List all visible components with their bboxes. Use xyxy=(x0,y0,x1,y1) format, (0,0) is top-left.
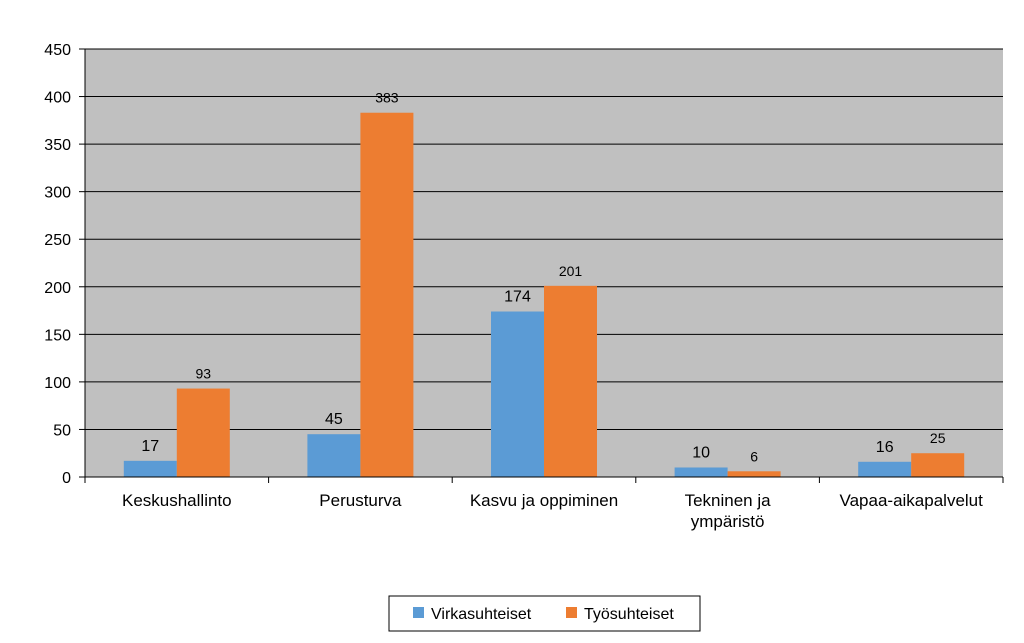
y-tick-labels: 0 50 100 150 200 250 300 350 400 450 xyxy=(44,42,71,487)
bar-tyosuhteiset xyxy=(360,112,414,478)
y-tick-label: 50 xyxy=(53,422,71,439)
bar-tyosuhteiset xyxy=(727,471,781,477)
bar-virkasuhteiset xyxy=(491,311,544,477)
y-tick-label: 450 xyxy=(44,42,71,59)
bar-virkasuhteiset xyxy=(858,461,912,477)
x-tick-label: Kasvu ja oppiminen xyxy=(470,491,618,510)
data-label: 93 xyxy=(196,366,212,382)
data-label: 6 xyxy=(750,448,758,464)
legend-label: Työsuhteiset xyxy=(584,606,674,623)
data-label: 45 xyxy=(325,411,343,428)
data-label: 201 xyxy=(559,263,583,279)
legend-box xyxy=(388,595,701,632)
legend-label: Virkasuhteiset xyxy=(431,606,532,623)
x-tick-label: Tekninen ja ympäristö xyxy=(685,491,772,531)
data-label: 17 xyxy=(141,438,159,455)
y-tick-label: 400 xyxy=(44,90,71,107)
data-label: 25 xyxy=(930,430,946,446)
data-label: 10 xyxy=(692,444,710,461)
y-tick-label: 100 xyxy=(44,375,71,392)
data-label: 383 xyxy=(375,90,399,106)
legend-swatch-virkasuhteiset xyxy=(413,607,424,618)
y-tick-label: 200 xyxy=(44,280,71,297)
data-labels: 17 93 45 383 174 201 10 6 16 25 xyxy=(141,90,945,465)
y-tick-label: 350 xyxy=(44,137,71,154)
data-label: 16 xyxy=(876,439,894,456)
bar-virkasuhteiset xyxy=(674,467,728,477)
x-axis xyxy=(84,476,1004,483)
legend-swatch-tyosuhteiset xyxy=(566,607,577,618)
legend: Virkasuhteiset Työsuhteiset xyxy=(388,595,701,632)
bar-virkasuhteiset xyxy=(307,434,361,477)
bar-tyosuhteiset xyxy=(544,285,597,477)
y-tick-label: 300 xyxy=(44,185,71,202)
y-tick-label: 0 xyxy=(62,470,71,487)
x-tick-label: Perusturva xyxy=(319,491,402,510)
bar-virkasuhteiset xyxy=(123,460,177,477)
bar-tyosuhteiset xyxy=(176,388,230,477)
x-tick-label: Vapaa-aikapalvelut xyxy=(840,491,984,510)
x-tick-label: Keskushallinto xyxy=(122,491,232,510)
bars xyxy=(123,112,965,478)
bar-tyosuhteiset xyxy=(911,453,965,477)
y-tick-label: 250 xyxy=(44,232,71,249)
data-label: 174 xyxy=(504,289,531,306)
y-tick-label: 150 xyxy=(44,327,71,344)
y-axis xyxy=(79,48,86,478)
x-tick-labels: Keskushallinto Perusturva Kasvu ja oppimin… xyxy=(122,491,983,531)
